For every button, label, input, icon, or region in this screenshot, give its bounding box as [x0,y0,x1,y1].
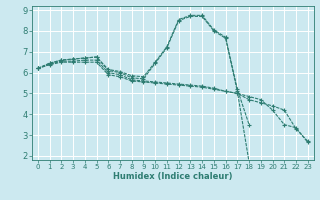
X-axis label: Humidex (Indice chaleur): Humidex (Indice chaleur) [113,172,233,181]
